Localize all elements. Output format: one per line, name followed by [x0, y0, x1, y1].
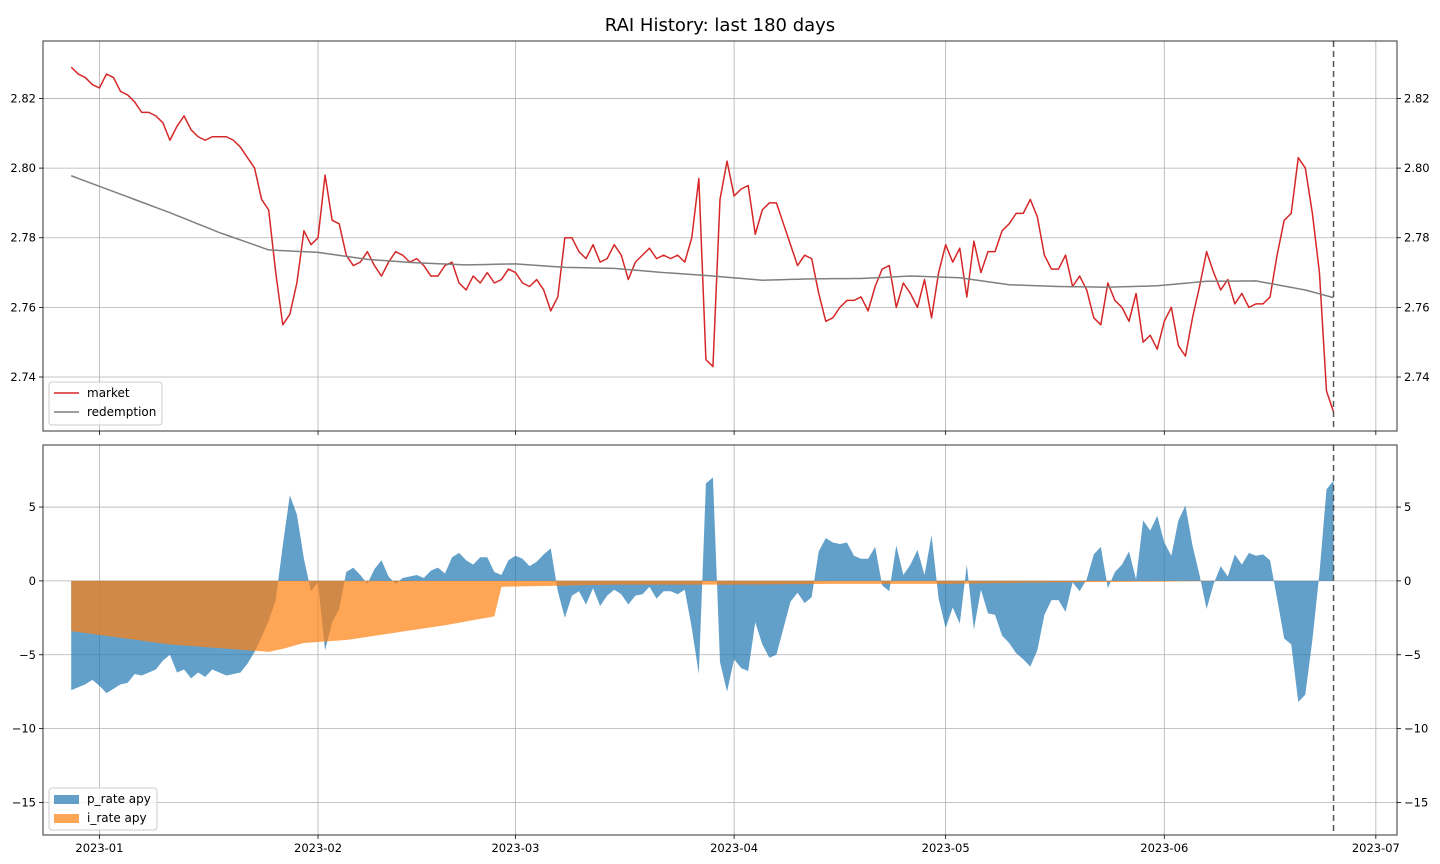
i-rate-apy-area	[71, 580, 1334, 652]
rate-panel-frame	[42, 444, 1398, 836]
rate-legend: p_rate apy i_rate apy	[48, 787, 158, 831]
p-rate-legend-label: p_rate apy	[87, 792, 151, 806]
y-tick-label-right: 2.80	[1404, 161, 1430, 175]
y-tick-label-right: 0	[1404, 574, 1411, 588]
market-legend-label: market	[87, 386, 130, 400]
y-tick-label-right: 2.82	[1404, 91, 1430, 105]
y-tick-label-right: −5	[1404, 648, 1421, 662]
chart-title: RAI History: last 180 days	[605, 15, 835, 36]
i-rate-legend-swatch	[54, 814, 79, 823]
y-tick-label-left: 0	[29, 574, 36, 588]
price-panel: 2.74 2.74 2.76 2.76 2.78 2.78 2.80 2.80 2.82 2.82	[10, 41, 1430, 435]
x-tick-label: 2023-03	[491, 841, 539, 855]
x-tick-label: 2023-07	[1352, 841, 1400, 855]
y-tick-label-right: 5	[1404, 500, 1411, 514]
y-tick-label-left: −10	[12, 722, 36, 736]
y-tick-label-left: 2.74	[10, 370, 36, 384]
redemption-line	[70, 175, 1334, 299]
i-rate-legend-label: i_rate apy	[87, 811, 147, 825]
y-tick-label-right: −15	[1404, 796, 1428, 810]
y-tick-label-left: 2.78	[10, 231, 36, 245]
x-tick-label: 2023-05	[922, 841, 970, 855]
y-tick-label-right: 2.78	[1404, 231, 1430, 245]
x-tick-label: 2023-04	[710, 841, 758, 855]
y-tick-label-left: −5	[19, 648, 36, 662]
x-axis-ticks: 2023-01 2023-02 2023-03 2023-04 2023-05 2023-…	[75, 841, 1399, 855]
p-rate-apy-area	[71, 477, 1334, 703]
price-panel-frame	[42, 40, 1398, 432]
x-tick-label: 2023-01	[75, 841, 123, 855]
p-rate-legend-swatch	[54, 795, 79, 804]
y-tick-label-right: −10	[1404, 722, 1428, 736]
x-tick-label: 2023-02	[294, 841, 342, 855]
y-tick-label-right: 2.74	[1404, 370, 1430, 384]
x-tick-label: 2023-06	[1140, 841, 1188, 855]
rate-panel: −15 −15 −10 −10 −5 −5 0 0 5 5	[12, 445, 1428, 839]
y-tick-label-left: 2.76	[10, 300, 36, 314]
y-tick-label-left: 5	[29, 500, 36, 514]
price-legend: market redemption	[48, 381, 163, 426]
y-tick-label-left: 2.80	[10, 161, 36, 175]
redemption-legend-label: redemption	[87, 405, 156, 419]
y-tick-label-left: 2.82	[10, 91, 36, 105]
market-line	[70, 66, 1335, 413]
y-tick-label-left: −15	[12, 796, 36, 810]
y-tick-label-right: 2.76	[1404, 300, 1430, 314]
